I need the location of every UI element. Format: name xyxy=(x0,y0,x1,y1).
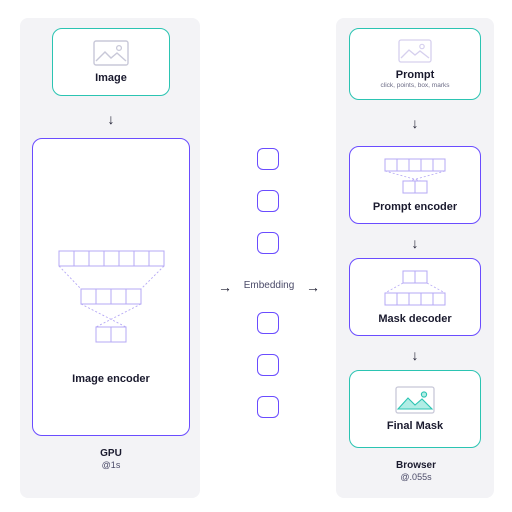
mask-decoder-node: Mask decoder xyxy=(349,258,481,336)
final-mask-label: Final Mask xyxy=(387,420,443,432)
prompt-encoder-icon xyxy=(383,157,447,195)
arrow-down-icon: ↓ xyxy=(408,116,422,130)
final-mask-icon xyxy=(395,386,435,414)
arrow-right-icon: → xyxy=(218,280,232,294)
prompt-icon xyxy=(398,39,432,63)
prompt-encoder-node: Prompt encoder xyxy=(349,146,481,224)
embedding-cell xyxy=(257,396,279,418)
embedding-cell xyxy=(257,148,279,170)
browser-footer-time: @.055s xyxy=(388,472,444,482)
final-mask-node: Final Mask xyxy=(349,370,481,448)
gpu-footer-label: GPU xyxy=(86,448,136,459)
embedding-cell xyxy=(257,190,279,212)
prompt-encoder-label: Prompt encoder xyxy=(373,201,457,213)
prompt-node: Prompt click, points, box, marks xyxy=(349,28,481,100)
arrow-right-icon: → xyxy=(306,280,320,294)
prompt-label: Prompt xyxy=(396,69,435,81)
embedding-cell xyxy=(257,232,279,254)
browser-footer-label: Browser xyxy=(388,460,444,471)
arrow-down-icon: ↓ xyxy=(408,236,422,250)
prompt-sublabel: click, points, box, marks xyxy=(381,82,450,89)
embedding-cell xyxy=(257,354,279,376)
arrow-down-icon: ↓ xyxy=(104,112,118,126)
image-label: Image xyxy=(95,72,127,84)
image-encoder-label: Image encoder xyxy=(72,373,150,385)
image-encoder-node: Image encoder xyxy=(32,138,190,436)
image-icon xyxy=(93,40,129,66)
embedding-cell xyxy=(257,312,279,334)
embedding-label: Embedding xyxy=(241,280,297,291)
mask-decoder-icon xyxy=(383,269,447,307)
gpu-footer-time: @1s xyxy=(86,460,136,470)
image-node: Image xyxy=(52,28,170,96)
mask-decoder-label: Mask decoder xyxy=(378,313,451,325)
arrow-down-icon: ↓ xyxy=(408,348,422,362)
encoder-funnel-icon xyxy=(57,249,165,359)
